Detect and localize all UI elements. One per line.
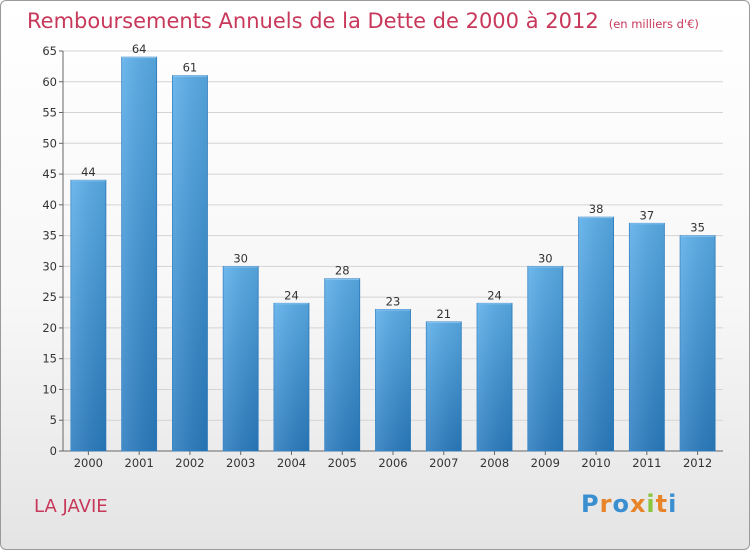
y-tick-label: 0 [50,444,57,458]
bar-shade [680,235,716,451]
value-label: 23 [386,294,401,308]
logo-letter: i [668,490,678,518]
bar-shade [223,266,259,451]
chart-title-text: Remboursements Annuels de la Dette de 20… [27,9,599,33]
logo-letter: o [612,490,630,518]
commune-name: LA JAVIE [34,496,108,517]
value-label: 30 [538,251,553,265]
x-tick-label: 2006 [378,456,407,470]
value-label: 64 [132,42,147,56]
value-label: 30 [233,251,248,265]
value-label: 21 [436,307,451,321]
bar-shade [426,321,462,451]
y-tick-labels: 0 5 10 15 20 25 30 35 40 45 50 55 60 65 [42,44,57,458]
x-tick-label: 2004 [277,456,306,470]
bar-shade [375,309,411,451]
y-tick-label: 5 [50,413,57,427]
bar-shade [172,75,208,451]
y-tick-label: 15 [42,352,57,366]
y-tick-label: 50 [42,136,57,150]
y-tick-label: 45 [42,167,57,181]
x-tick-label: 2009 [531,456,560,470]
x-tick-label: 2012 [683,456,712,470]
y-tick-label: 40 [42,198,57,212]
chart-title: Remboursements Annuels de la Dette de 20… [27,9,699,33]
bar-shade [578,217,614,451]
x-tick-label: 2002 [175,456,204,470]
bar-shade [629,223,665,451]
x-tick-label: 2000 [74,456,103,470]
value-label: 28 [335,264,350,278]
logo-letter: i [646,490,656,518]
bars [70,56,716,452]
x-tick-label: 2008 [480,456,509,470]
value-label: 61 [183,61,198,75]
chart-subtitle: (en milliers d'€) [608,17,699,31]
y-tick-label: 55 [42,106,57,120]
value-labels: 44 64 61 30 24 28 23 21 24 30 38 37 35 [81,42,705,321]
y-tick-label: 10 [42,382,57,396]
x-tick-label: 2005 [328,456,357,470]
value-label: 38 [589,202,604,216]
y-tick-label: 65 [42,44,57,58]
value-label: 24 [487,288,502,302]
logo-letter: P [581,490,600,518]
x-tick-label: 2010 [581,456,610,470]
bar-shade [273,303,309,451]
y-tick-label: 25 [42,290,57,304]
x-tick-label: 2011 [632,456,661,470]
x-tick-labels: 2000 2001 2002 2003 2004 2005 2006 2007 2008 2009… [74,456,713,470]
value-label: 35 [690,221,705,235]
y-tick-label: 20 [42,321,57,335]
bar-shade [527,266,563,451]
value-label: 37 [640,208,655,222]
bar-shade [324,278,360,451]
logo-letter: t [655,490,669,518]
x-tick-label: 2007 [429,456,458,470]
proxiti-logo: Proxiti [581,490,677,518]
bar-shade [70,180,106,451]
y-tick-label: 30 [42,259,57,273]
bar-shade [477,303,513,451]
logo-letter: x [629,490,647,518]
y-tick-label: 60 [42,75,57,89]
bar-shade [121,57,157,452]
logo-letter: r [599,490,613,518]
value-label: 24 [284,288,299,302]
y-tick-label: 35 [42,229,57,243]
x-tick-label: 2001 [125,456,154,470]
x-tick-label: 2003 [226,456,255,470]
value-label: 44 [81,165,96,179]
